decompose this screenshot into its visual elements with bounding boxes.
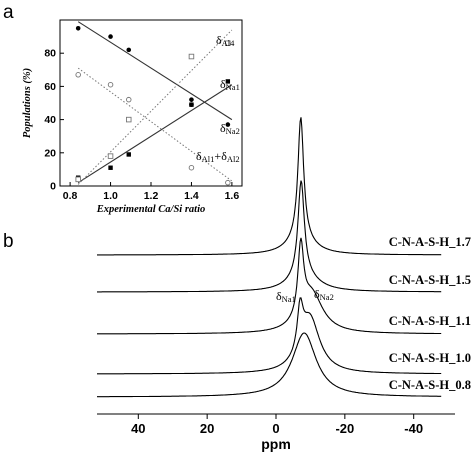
x-tick-label: 1.4 bbox=[184, 190, 199, 202]
panel-b-sample-labels: C-N-A-S-H_1.7 C-N-A-S-H_1.5 C-N-A-S-H_1.1 C… bbox=[389, 235, 471, 392]
point-al12-3 bbox=[188, 164, 195, 171]
fit-line-al12 bbox=[77, 67, 233, 182]
label-delta-na2: δNa2 bbox=[220, 121, 240, 136]
panel-b-chart: C-N-A-S-H_1.7 C-N-A-S-H_1.5 C-N-A-S-H_1.1 C… bbox=[97, 117, 471, 452]
y-tick-label: 80 bbox=[44, 48, 56, 60]
fit-line-na2 bbox=[77, 21, 233, 121]
peak-label-na1: δNa1 bbox=[276, 289, 296, 304]
sample-label: C-N-A-S-H_1.5 bbox=[389, 273, 471, 287]
point-na2-5 bbox=[225, 122, 231, 127]
panel-b-x-ticks: 40 20 0 -20 -40 bbox=[131, 414, 423, 436]
x-tick-label: 0.8 bbox=[63, 190, 78, 202]
point-aliv-0 bbox=[75, 176, 81, 183]
point-aliv-1 bbox=[107, 153, 114, 159]
point-na1-2 bbox=[126, 152, 131, 157]
ppm-tick-label: 20 bbox=[200, 421, 214, 436]
point-al12-0 bbox=[75, 72, 81, 78]
spectrum-c-n-a-s-h_1.5 bbox=[97, 180, 442, 293]
y-tick-label: 0 bbox=[50, 181, 56, 193]
point-na2-0 bbox=[75, 26, 81, 31]
spectrum-c-n-a-s-h_1.0 bbox=[97, 297, 442, 375]
point-na2-3 bbox=[189, 97, 194, 102]
point-aliv-3 bbox=[188, 53, 195, 60]
spectrum-c-n-a-s-h_1.7 bbox=[97, 117, 442, 256]
fit-line-na1 bbox=[77, 84, 233, 184]
y-tick-label: 20 bbox=[44, 147, 56, 159]
point-aliv-4 bbox=[225, 40, 231, 46]
spectrum-c-n-a-s-h_1.1 bbox=[97, 237, 442, 335]
point-na1-1 bbox=[108, 165, 113, 170]
panel-b-spectra bbox=[97, 117, 442, 398]
ppm-tick-label: -20 bbox=[335, 421, 354, 436]
x-tick-label: 1.6 bbox=[225, 190, 240, 202]
point-al12-2 bbox=[126, 96, 132, 103]
point-al12-4 bbox=[225, 179, 231, 186]
x-tick-label: 1.0 bbox=[103, 190, 118, 202]
panel-a-fit-lines bbox=[77, 21, 233, 185]
panel-b-x-axis-label: ppm bbox=[261, 436, 291, 452]
label-delta-al1-al2: δAl1+δAl2 bbox=[196, 149, 240, 164]
peak-label-na2: δNa2 bbox=[314, 287, 334, 302]
panel-a-data-points bbox=[75, 26, 231, 186]
sample-label: C-N-A-S-H_1.7 bbox=[389, 235, 471, 249]
point-aliv-2 bbox=[126, 116, 132, 123]
point-na1-4 bbox=[225, 79, 231, 84]
panel-a-x-ticks: 0.8 1.0 1.2 1.4 1.6 bbox=[63, 182, 240, 202]
sample-label: C-N-A-S-H_1.1 bbox=[389, 314, 471, 328]
panel-b-letter: b bbox=[3, 231, 14, 252]
y-tick-label: 60 bbox=[44, 81, 56, 93]
panel-a-chart: 0.8 1.0 1.2 1.4 1.6 0 20 40 60 80 Experimental C… bbox=[22, 19, 243, 215]
ppm-tick-label: -40 bbox=[404, 421, 423, 436]
label-delta-al4: δAl4 bbox=[216, 33, 235, 48]
sample-label: C-N-A-S-H_0.8 bbox=[389, 378, 471, 392]
panel-a-y-axis-label: Populations (%) bbox=[22, 68, 33, 138]
panel-a-y-ticks: 0 20 40 60 80 bbox=[44, 48, 64, 193]
y-tick-label: 40 bbox=[44, 114, 56, 126]
ppm-tick-label: 40 bbox=[131, 421, 145, 436]
point-na1-3 bbox=[189, 102, 194, 107]
point-na2-2 bbox=[126, 47, 132, 53]
panel-a-letter: a bbox=[3, 2, 14, 23]
label-delta-na1: δNa1 bbox=[220, 77, 240, 92]
fit-line-aliv bbox=[77, 29, 233, 185]
point-na2-1 bbox=[108, 34, 113, 39]
sample-label: C-N-A-S-H_1.0 bbox=[389, 351, 471, 365]
panel-a-x-axis-label: Experimental Ca/Si ratio bbox=[96, 204, 206, 215]
point-al12-1 bbox=[107, 81, 114, 88]
spectrum-c-n-a-s-h_0.8 bbox=[97, 332, 442, 398]
ppm-tick-label: 0 bbox=[272, 421, 279, 436]
x-tick-label: 1.2 bbox=[144, 190, 159, 202]
